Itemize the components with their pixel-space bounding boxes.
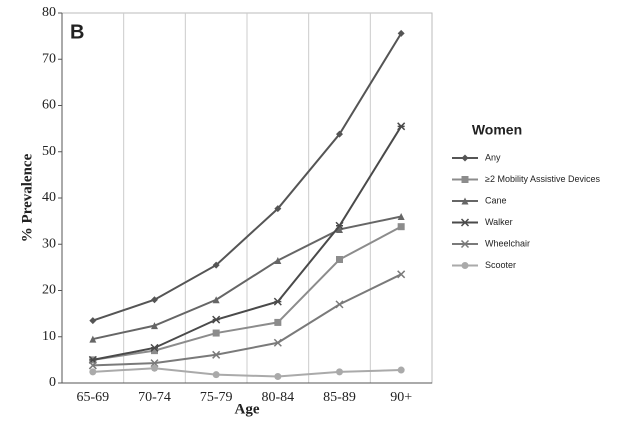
series-line xyxy=(92,367,402,378)
marker xyxy=(397,213,405,220)
marker xyxy=(89,335,97,343)
marker xyxy=(336,225,343,233)
legend-label: ≥2 Mobility Assistive Devices xyxy=(485,174,600,184)
marker xyxy=(212,329,220,337)
marker xyxy=(397,366,405,374)
marker xyxy=(461,176,469,183)
marker xyxy=(212,261,220,269)
marker xyxy=(460,239,470,249)
marker xyxy=(461,154,469,162)
marker xyxy=(151,364,158,372)
y-tick-label: 60 xyxy=(42,98,56,113)
x-tick-label: 85-89 xyxy=(323,390,356,405)
legend-label: Any xyxy=(485,152,501,162)
series-line xyxy=(92,273,402,367)
legend-label: Walker xyxy=(485,217,513,227)
marker xyxy=(397,29,405,37)
x-axis-title: Age xyxy=(235,401,260,417)
marker xyxy=(460,218,470,227)
y-tick-label: 40 xyxy=(42,190,56,205)
marker xyxy=(212,296,220,304)
marker xyxy=(151,322,158,330)
y-tick-label: 10 xyxy=(42,329,56,344)
x-tick-label: 70-74 xyxy=(138,390,171,405)
marker xyxy=(397,270,406,279)
panel-label: B xyxy=(70,21,84,43)
marker xyxy=(273,297,282,306)
y-tick-label: 20 xyxy=(42,283,56,298)
marker xyxy=(212,371,220,379)
marker xyxy=(336,368,343,376)
marker xyxy=(212,315,221,324)
marker xyxy=(274,205,282,213)
marker xyxy=(151,296,158,304)
legend-label: Wheelchair xyxy=(485,238,530,248)
y-tick-label: 70 xyxy=(42,51,56,66)
marker xyxy=(150,359,159,368)
series-line xyxy=(92,225,402,361)
marker xyxy=(335,221,344,230)
y-axis-title: % Prevalence xyxy=(19,153,35,242)
marker xyxy=(397,122,406,131)
marker xyxy=(150,343,159,352)
y-tick-label: 50 xyxy=(42,144,56,159)
series-line xyxy=(92,32,403,322)
marker xyxy=(212,350,221,359)
y-tick-label: 80 xyxy=(42,5,56,20)
marker xyxy=(274,318,282,326)
marker xyxy=(336,130,343,138)
y-tick-label: 0 xyxy=(49,375,56,390)
series-line xyxy=(92,125,403,361)
marker xyxy=(89,368,97,376)
legend-label: Scooter xyxy=(485,260,516,270)
x-tick-label: 90+ xyxy=(390,390,412,405)
marker xyxy=(397,223,405,231)
marker xyxy=(151,347,158,355)
series-line xyxy=(92,215,402,341)
marker xyxy=(335,300,344,309)
x-tick-label: 75-79 xyxy=(200,390,233,405)
marker xyxy=(274,256,282,264)
marker xyxy=(273,338,282,347)
marker xyxy=(336,256,343,264)
legend-label: Cane xyxy=(485,195,507,205)
marker xyxy=(88,361,97,370)
marker xyxy=(89,317,97,325)
marker xyxy=(461,262,469,269)
marker xyxy=(274,373,282,381)
y-tick-label: 30 xyxy=(42,236,56,251)
legend-title: Women xyxy=(472,122,522,138)
x-tick-label: 65-69 xyxy=(76,390,109,405)
marker xyxy=(461,197,469,205)
x-tick-label: 80-84 xyxy=(261,390,294,405)
